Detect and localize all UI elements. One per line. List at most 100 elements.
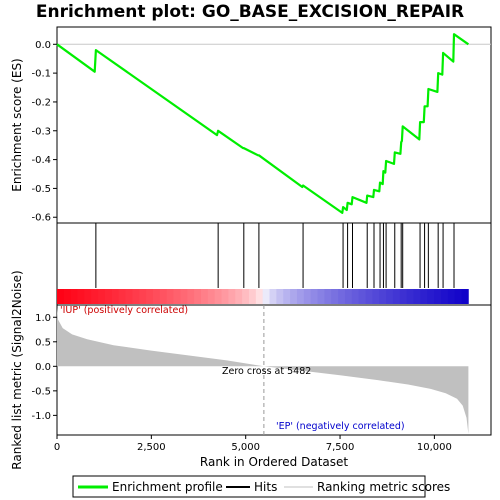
color-bar-segment [461,289,469,304]
es-tick-label: 0.0 [35,40,51,51]
color-bar-segment [173,289,181,304]
color-bar-segment [392,289,401,304]
color-bar-segment [118,289,126,304]
color-bar-segment [338,289,346,304]
color-bar-segment [57,289,65,304]
color-bar-segment [365,289,373,304]
color-bar-segment [434,289,442,304]
color-bar-segment [70,289,78,304]
color-bar-segment [132,289,140,304]
color-bar-segment [296,289,305,304]
color-bar-segment [63,289,72,304]
color-bar-segment [310,289,318,304]
color-bar-segment [98,289,106,304]
es-tick-label: -0.5 [31,184,51,195]
es-y-axis-label: Enrichment score (ES) [10,58,24,191]
color-bar-segment [269,289,277,304]
color-bar-segment [317,289,325,304]
color-bar-segment [214,289,222,304]
color-bar-segment [159,289,168,304]
color-bar-segment [379,289,387,304]
color-bar-segment [255,289,264,304]
color-bar-segment [413,289,421,304]
x-tick-label: 5,000 [231,442,260,453]
ranking-metric-area [57,307,469,434]
es-tick-label: -0.1 [31,69,51,80]
color-bar-segment [406,289,414,304]
x-tick-label: 2,500 [137,442,166,453]
legend: Enrichment profile Hits Ranking metric s… [72,475,450,498]
metric-tick-label: -1.0 [31,411,51,422]
metric-tick-label: -0.5 [31,386,51,397]
color-bar-segment [447,289,456,304]
color-bar-segment [194,289,202,304]
metric-tick-label: 1.0 [35,313,51,324]
x-tick-label: 7,500 [326,442,355,453]
color-bar-segment [324,289,332,304]
color-bar-segment [180,289,188,304]
x-axis: 0 2,500 5,000 7,500 10,000 [54,435,452,453]
zero-cross-label: Zero cross at 5482 [222,366,311,377]
color-bar-segment [262,289,270,304]
metric-axis: 1.0 0.5 0.0 -0.5 -1.0 [31,313,57,422]
color-bar-segment [152,289,161,304]
color-bar-segment [235,289,243,304]
color-bar-segment [146,289,154,304]
legend-label-hits: Hits [254,480,277,494]
color-bar-segment [125,289,133,304]
color-bar-segment [372,289,380,304]
es-axis: 0.0 -0.1 -0.2 -0.3 -0.4 -0.5 -0.6 [31,40,491,224]
color-bar-segment [207,289,216,304]
chart-title: Enrichment plot: GO_BASE_EXCISION_REPAIR [36,2,464,22]
color-bar-segment [166,289,174,304]
metric-tick-label: 0.0 [35,362,51,373]
es-tick-label: -0.2 [31,97,51,108]
color-bar-segment [77,289,85,304]
x-tick-label: 0 [54,442,60,453]
x-axis-label: Rank in Ordered Dataset [200,455,348,469]
color-bar-segment [84,289,92,304]
positive-correlation-label: 'IUP' (positively correlated) [60,305,188,316]
color-bar-segment [248,289,257,304]
x-tick-label: 10,000 [417,442,452,453]
color-bar-segment [228,289,236,304]
color-bar-segment [303,289,312,304]
color-bar-segment [399,289,408,304]
color-bar-segment [139,289,147,304]
color-bar-segment [111,289,120,304]
legend-label-enrichment: Enrichment profile [112,480,223,494]
color-bar-segment [276,289,284,304]
color-bar-segment [91,289,99,304]
color-bar-segment [351,289,360,304]
es-panel-frame [56,26,492,224]
color-bar-segment [187,289,195,304]
metric-tick-label: 0.5 [35,337,51,348]
color-bar-segment [420,289,428,304]
color-bar-segment [358,289,366,304]
color-bar-segment [104,289,113,304]
color-bar-segment [290,289,298,304]
color-bar-segment [283,289,291,304]
color-bar-segment [242,289,250,304]
color-bar-segment [440,289,449,304]
color-bar-segment [331,289,339,304]
metric-y-axis-label: Ranked list metric (Signal2Noise) [10,270,24,469]
es-tick-label: -0.6 [31,213,51,224]
color-bar-segment [386,289,394,304]
rank-color-bar [57,289,469,304]
es-tick-label: -0.4 [31,155,51,166]
enrichment-profile-line [56,33,470,214]
color-bar-segment [221,289,229,304]
legend-label-metric: Ranking metric scores [317,480,450,494]
color-bar-segment [454,289,462,304]
color-bar-segment [427,289,435,304]
metric-plot [57,305,469,435]
negative-correlation-label: 'EP' (negatively correlated) [276,421,405,432]
metric-panel-frame [56,304,492,436]
es-tick-label: -0.3 [31,126,51,137]
es-plot [56,33,470,214]
hits-plot [95,223,455,288]
color-bar-segment [200,289,209,304]
color-bar-segment [344,289,353,304]
